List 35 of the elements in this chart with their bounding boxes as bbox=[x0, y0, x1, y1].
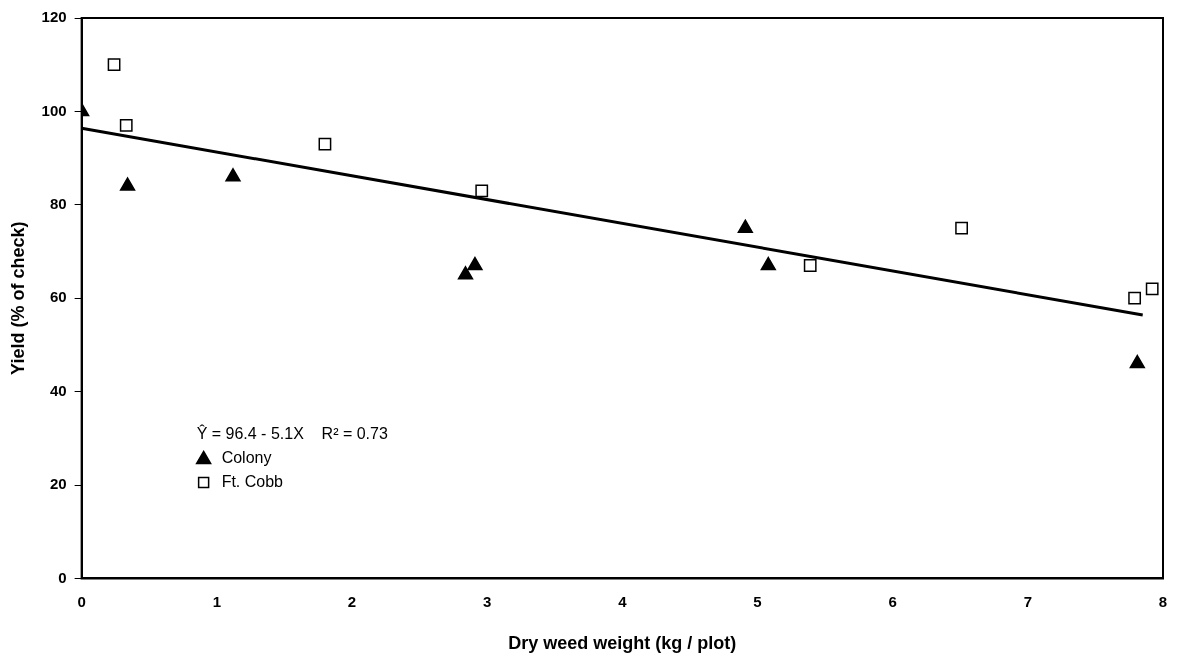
x-tick-label: 3 bbox=[482, 592, 492, 610]
legend-label: Ft. Cobb bbox=[221, 472, 284, 490]
y-tick-label: 60 bbox=[49, 288, 67, 306]
x-axis-title: Dry weed weight (kg / plot) bbox=[508, 633, 737, 654]
point bbox=[225, 168, 241, 182]
x-tick-label: 7 bbox=[1023, 592, 1032, 610]
legend-label: Colony bbox=[221, 448, 272, 466]
point bbox=[955, 221, 968, 235]
y-tick-label: 0 bbox=[58, 568, 67, 586]
point bbox=[119, 119, 133, 132]
point bbox=[475, 184, 489, 198]
y-tick-label: 40 bbox=[49, 381, 67, 399]
point bbox=[107, 58, 121, 72]
point bbox=[467, 256, 483, 271]
point bbox=[1129, 354, 1145, 369]
annotation: Ŷ = 96.4 - 5.1X R² = 0.73 bbox=[196, 423, 388, 442]
point bbox=[803, 259, 817, 272]
y-tick-label: 100 bbox=[41, 101, 67, 119]
x-tick-label: 8 bbox=[1158, 592, 1168, 610]
x-tick-label: 0 bbox=[77, 592, 86, 610]
point bbox=[119, 177, 136, 191]
point bbox=[457, 266, 474, 280]
point bbox=[1128, 291, 1142, 305]
x-tick-label: 2 bbox=[347, 592, 357, 610]
x-tick-label: 1 bbox=[212, 592, 221, 610]
y-tick-label: 20 bbox=[49, 475, 67, 493]
x-tick-label: 5 bbox=[753, 592, 762, 610]
x-tick-label: 6 bbox=[888, 592, 897, 610]
point bbox=[1145, 282, 1159, 296]
y-tick-label: 80 bbox=[49, 194, 67, 212]
y-axis-title: Yield (% of check) bbox=[7, 221, 28, 375]
point bbox=[760, 256, 776, 271]
y-tick-label: 120 bbox=[41, 8, 67, 26]
x-tick-label: 4 bbox=[618, 592, 628, 610]
point bbox=[737, 219, 753, 233]
